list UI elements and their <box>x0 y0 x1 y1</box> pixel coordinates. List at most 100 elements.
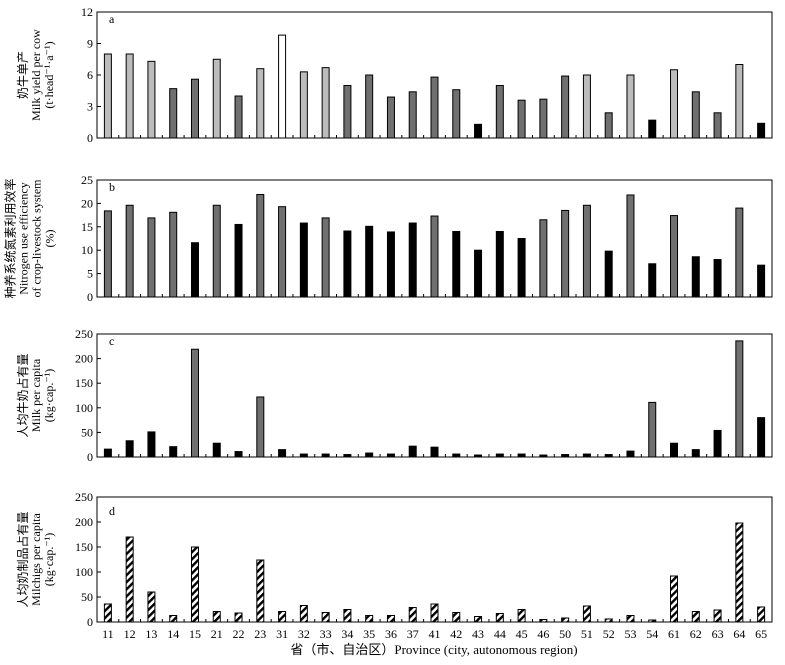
panel-d-label: d <box>109 504 115 518</box>
bar-b-63 <box>713 259 722 298</box>
bar-a-42 <box>452 89 461 139</box>
bar-a-44 <box>495 85 504 139</box>
y-axis-label-line: (kg·cap.⁻¹) <box>42 533 56 587</box>
bar-c-62 <box>691 449 700 458</box>
bar-b-44 <box>495 230 504 298</box>
bar-c-63 <box>713 429 722 458</box>
x-tick-label: 53 <box>624 627 636 641</box>
y-axis-label-line: Milchigs per capita <box>29 513 43 606</box>
y-tick-label: 0 <box>87 615 93 629</box>
bar-c-34 <box>343 454 352 458</box>
bar-a-22 <box>234 95 243 139</box>
bar-a-15 <box>190 78 199 139</box>
panel-c-label: c <box>109 334 114 348</box>
y-axis-label-line: Milk yield per cow <box>29 29 43 121</box>
bar-b-65 <box>757 264 766 298</box>
bar-a-13 <box>147 60 156 139</box>
x-tick-label: 51 <box>581 627 593 641</box>
bar-b-23 <box>256 194 265 298</box>
bar-d-32 <box>299 605 308 623</box>
bar-c-12 <box>125 440 134 458</box>
y-tick-label: 6 <box>87 68 93 82</box>
x-tick-label: 22 <box>233 627 245 641</box>
x-tick-label: 62 <box>690 627 702 641</box>
y-axis-label-line: (kg·cap.⁻¹) <box>42 369 56 423</box>
y-tick-label: 200 <box>75 515 93 529</box>
bar-b-54 <box>648 263 657 298</box>
y-tick-label: 250 <box>75 490 93 504</box>
bar-a-43 <box>474 123 483 139</box>
bar-b-61 <box>670 215 679 298</box>
panel-d: d 0 50 100 150 200 250 人均奶制品占有量 Milchigs per ca… <box>15 490 773 629</box>
x-tick-label: 42 <box>450 627 462 641</box>
bar-c-51 <box>582 453 591 458</box>
bar-c-23 <box>256 396 265 458</box>
x-tick-label: 21 <box>211 627 223 641</box>
bar-a-61 <box>670 69 679 139</box>
y-axis-label-line: (%) <box>43 230 57 248</box>
y-tick-label: 100 <box>75 401 93 415</box>
bar-c-33 <box>321 453 330 458</box>
y-tick-label: 0 <box>87 131 93 145</box>
x-tick-label: 61 <box>668 627 680 641</box>
bar-b-52 <box>604 250 613 298</box>
bar-b-21 <box>212 204 221 298</box>
y-tick-label: 10 <box>81 243 93 257</box>
x-tick-label: 37 <box>407 627 419 641</box>
x-tick-label: 14 <box>167 627 179 641</box>
bar-b-64 <box>735 207 744 298</box>
x-tick-label: 52 <box>603 627 615 641</box>
bar-d-53 <box>626 615 635 623</box>
bar-b-53 <box>626 194 635 298</box>
bar-d-65 <box>757 606 766 623</box>
bar-d-12 <box>125 536 134 623</box>
bar-d-44 <box>495 613 504 623</box>
bar-c-11 <box>103 448 112 458</box>
bar-c-52 <box>604 454 613 458</box>
bar-d-33 <box>321 612 330 623</box>
bar-b-13 <box>147 217 156 298</box>
bar-a-36 <box>386 96 395 139</box>
bar-c-21 <box>212 442 221 458</box>
bar-c-43 <box>474 454 483 458</box>
x-tick-label: 54 <box>646 627 658 641</box>
y-tick-label: 100 <box>75 565 93 579</box>
bar-c-65 <box>757 417 766 458</box>
y-tick-label: 9 <box>87 37 93 51</box>
bar-d-14 <box>169 615 178 623</box>
bar-a-51 <box>582 74 591 139</box>
bar-a-34 <box>343 85 352 139</box>
bar-b-43 <box>474 249 483 298</box>
bar-c-54 <box>648 401 657 458</box>
bar-a-12 <box>125 53 134 139</box>
bar-b-31 <box>278 206 287 298</box>
x-tick-label: 64 <box>733 627 745 641</box>
x-tick-label: 43 <box>472 627 484 641</box>
bar-b-50 <box>561 209 570 298</box>
bar-c-14 <box>169 446 178 458</box>
bar-a-21 <box>212 58 221 139</box>
y-tick-label: 15 <box>81 220 93 234</box>
bar-a-63 <box>713 112 722 139</box>
bar-b-32 <box>299 222 308 298</box>
y-tick-label: 20 <box>81 196 93 210</box>
y-axis-label-line: 奶牛单产 <box>15 51 30 99</box>
bar-d-54 <box>648 619 657 623</box>
bar-a-35 <box>365 74 374 139</box>
bar-c-13 <box>147 431 156 458</box>
bar-b-33 <box>321 217 330 298</box>
x-tick-label: 41 <box>429 627 441 641</box>
x-tick-label: 50 <box>559 627 571 641</box>
bar-a-32 <box>299 71 308 139</box>
bar-d-23 <box>256 559 265 623</box>
bar-a-64 <box>735 64 744 139</box>
y-axis-label-line: (t·head⁻¹·a⁻¹) <box>42 41 56 108</box>
bar-b-37 <box>408 222 417 298</box>
bar-d-45 <box>517 609 526 623</box>
y-tick-label: 50 <box>81 590 93 604</box>
bar-c-36 <box>386 453 395 458</box>
bar-d-41 <box>430 603 439 623</box>
bar-b-12 <box>125 204 134 298</box>
bar-b-41 <box>430 215 439 298</box>
